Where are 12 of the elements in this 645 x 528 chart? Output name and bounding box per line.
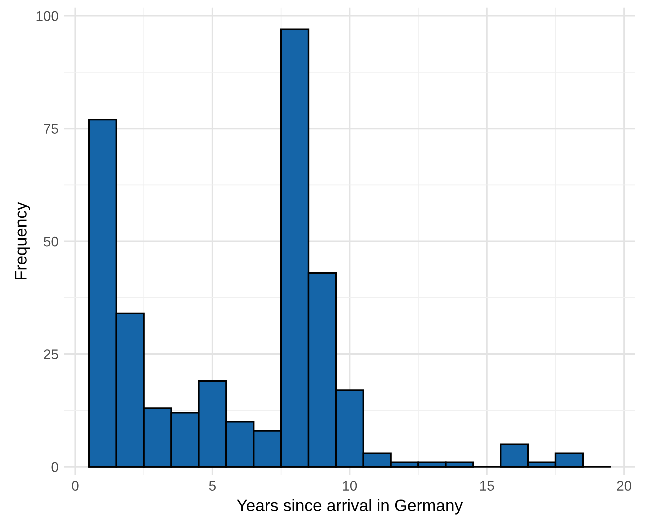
- y-axis-title: Frequency: [15, 202, 30, 280]
- y-tick-label: 0: [52, 462, 58, 472]
- x-tick-label: 20: [617, 481, 632, 491]
- x-tick-label: 10: [343, 481, 358, 491]
- y-tick-label: 50: [44, 236, 58, 247]
- x-tick-label: 0: [72, 481, 79, 491]
- x-tick-label: 5: [209, 481, 216, 491]
- y-tick-label: 100: [36, 11, 58, 22]
- x-axis-title: Years since arrival in Germany: [237, 499, 464, 515]
- y-tick-label: 25: [44, 350, 58, 360]
- y-tick-label: 75: [44, 124, 58, 134]
- x-tick-label: 15: [480, 481, 494, 491]
